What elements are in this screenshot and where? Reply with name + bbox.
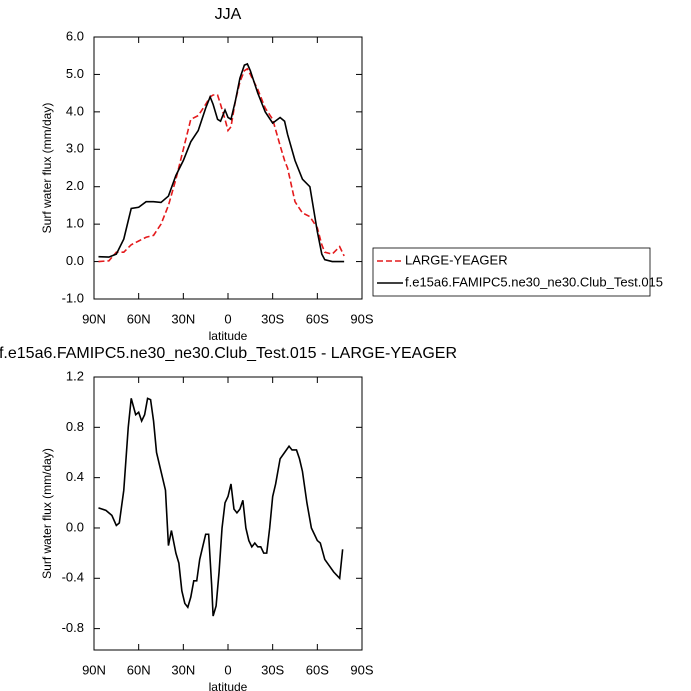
x-tick-label: 90N xyxy=(82,662,106,677)
y-tick-label: 4.0 xyxy=(66,103,84,118)
x-tick-label: 90S xyxy=(350,311,373,326)
chart-title: JJA xyxy=(215,6,242,23)
y-axis-label: Surf water flux (mm/day) xyxy=(40,448,54,579)
legend-label: f.e15a6.FAMIPC5.ne30_ne30.Club_Test.015 xyxy=(405,274,663,289)
x-tick-label: 30S xyxy=(261,311,284,326)
y-tick-label: -0.4 xyxy=(62,570,84,585)
y-tick-label: 3.0 xyxy=(66,141,84,156)
x-tick-label: 60N xyxy=(127,662,151,677)
y-tick-label: 0.4 xyxy=(66,469,84,484)
x-tick-label: 60S xyxy=(306,311,329,326)
plot-frame xyxy=(93,376,363,651)
y-tick-label: 2.0 xyxy=(66,178,84,193)
chart-title: f.e15a6.FAMIPC5.ne30_ne30.Club_Test.015 … xyxy=(0,345,457,362)
y-tick-label: -0.8 xyxy=(62,620,84,635)
y-tick-label: 6.0 xyxy=(66,28,84,43)
legend-label: LARGE-YEAGER xyxy=(405,252,508,267)
y-tick-label: -1.0 xyxy=(62,290,84,305)
x-tick-label: 30N xyxy=(171,662,195,677)
x-tick-label: 90N xyxy=(82,311,106,326)
x-tick-label: 0 xyxy=(224,662,231,677)
series-line xyxy=(98,67,345,263)
x-tick-label: 60N xyxy=(127,311,151,326)
y-tick-label: 5.0 xyxy=(66,66,84,81)
y-tick-label: 0.0 xyxy=(66,253,84,268)
x-tick-label: 60S xyxy=(306,662,329,677)
series-line xyxy=(98,62,345,263)
x-tick-label: 30N xyxy=(171,311,195,326)
y-tick-label: 0.0 xyxy=(66,519,84,534)
x-tick-label: 90S xyxy=(350,662,373,677)
y-tick-label: 1.2 xyxy=(66,368,84,383)
x-axis-label: latitude xyxy=(209,680,248,691)
legend-frame xyxy=(372,247,651,297)
y-tick-label: 0.8 xyxy=(66,419,84,434)
plot-frame xyxy=(93,36,363,300)
y-tick-label: 1.0 xyxy=(66,216,84,231)
x-axis-label: latitude xyxy=(209,329,248,343)
x-tick-label: 0 xyxy=(224,311,231,326)
y-axis-label: Surf water flux (mm/day) xyxy=(40,103,54,234)
x-tick-label: 30S xyxy=(261,662,284,677)
series-line xyxy=(98,397,344,617)
